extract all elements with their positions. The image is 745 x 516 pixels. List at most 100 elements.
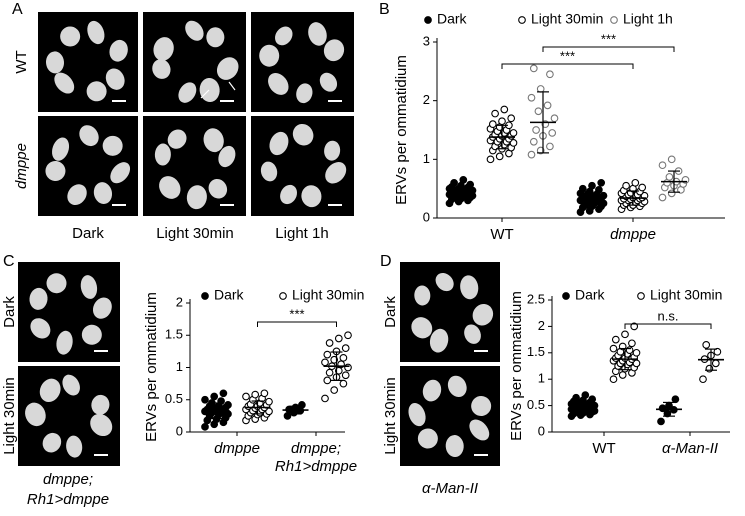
- data-point: [536, 146, 545, 155]
- data-point: [201, 422, 209, 431]
- nucleus: [153, 37, 174, 61]
- nucleus: [52, 137, 70, 161]
- data-point: [491, 109, 499, 118]
- data-point: [339, 353, 348, 362]
- data-point: [339, 379, 348, 388]
- data-point: [699, 375, 707, 384]
- panel-letter: D: [380, 253, 392, 270]
- nucleus: [203, 128, 224, 153]
- data-point: [546, 142, 554, 151]
- arrow: [228, 81, 236, 91]
- data-point: [621, 330, 629, 339]
- y-tick-label: 3: [423, 33, 430, 48]
- data-point: [330, 355, 339, 364]
- legend-marker: [610, 16, 618, 24]
- data-point: [638, 183, 647, 192]
- y-tick-label: 1.5: [527, 344, 545, 359]
- data-point: [705, 364, 714, 373]
- data-point: [588, 395, 597, 404]
- nucleus: [62, 374, 80, 396]
- data-point: [631, 178, 640, 187]
- data-point: [224, 401, 232, 409]
- row-label: dmppe: [13, 143, 30, 189]
- nucleus: [447, 375, 467, 398]
- data-point: [548, 129, 557, 137]
- data-point: [509, 129, 518, 137]
- y-tick-label: 1.5: [165, 327, 183, 342]
- data-point: [595, 185, 603, 194]
- data-point: [543, 101, 552, 110]
- x-tick-label: dmppe;: [291, 440, 341, 457]
- data-point: [578, 184, 587, 193]
- data-point: [658, 161, 667, 170]
- nucleus: [159, 176, 181, 199]
- data-point: [201, 395, 209, 404]
- nucleus: [323, 39, 345, 62]
- significance-label: ***: [560, 48, 575, 63]
- data-point: [325, 368, 334, 377]
- nucleus: [29, 287, 48, 310]
- nucleus: [45, 51, 65, 74]
- legend-marker: [637, 292, 645, 300]
- nucleus: [275, 26, 293, 46]
- legend-marker: [201, 292, 209, 300]
- data-point: [625, 346, 634, 355]
- data-point: [488, 120, 497, 128]
- x-tick-label: WT: [592, 440, 615, 457]
- data-point: [321, 358, 329, 367]
- nucleus: [110, 162, 131, 184]
- data-point: [702, 341, 711, 349]
- legend-label: Dark: [575, 287, 606, 303]
- significance-label: ***: [289, 306, 304, 321]
- nucleus: [216, 57, 239, 80]
- data-point: [529, 137, 538, 146]
- nucleus: [422, 379, 442, 402]
- data-point: [713, 347, 722, 356]
- y-tick-label: 2: [423, 92, 430, 107]
- data-point: [219, 389, 228, 398]
- nucleus: [435, 272, 454, 292]
- nucleus: [30, 318, 51, 339]
- nucleus: [54, 72, 75, 94]
- nucleus: [324, 140, 341, 161]
- data-point: [495, 152, 504, 161]
- nucleus: [186, 185, 207, 210]
- nucleus: [417, 428, 438, 449]
- nucleus: [408, 402, 426, 427]
- nucleus: [109, 39, 128, 62]
- data-point: [588, 181, 596, 190]
- legend-label: Light 1h: [623, 11, 673, 27]
- data-point: [330, 386, 339, 394]
- nucleus: [472, 303, 494, 326]
- data-point: [628, 339, 636, 348]
- nucleus: [308, 22, 327, 46]
- y-axis-label: ERVs per ommatidium: [143, 292, 160, 442]
- y-tick-label: 1: [423, 151, 430, 166]
- nucleus: [25, 402, 46, 427]
- nucleus: [39, 378, 61, 402]
- nucleus: [87, 20, 105, 45]
- data-point: [657, 417, 665, 426]
- data-point: [609, 375, 618, 384]
- data-point: [321, 394, 329, 403]
- data-point: [527, 93, 536, 102]
- nucleus: [199, 78, 220, 102]
- x-tick-label: WT: [490, 226, 513, 243]
- data-point: [665, 173, 674, 181]
- legend-label: Dark: [214, 287, 245, 303]
- nucleus: [102, 135, 123, 156]
- nucleus: [208, 178, 228, 199]
- nucleus: [92, 297, 112, 319]
- data-point: [527, 150, 536, 159]
- data-point: [622, 181, 630, 190]
- nucleus: [167, 129, 187, 149]
- legend-marker: [424, 16, 432, 24]
- nucleus: [42, 432, 62, 453]
- nucleus: [154, 143, 171, 166]
- legend-label: Dark: [437, 11, 468, 27]
- nucleus: [280, 184, 298, 205]
- data-point: [572, 393, 580, 402]
- nucleus: [81, 324, 102, 345]
- data-point: [507, 114, 516, 123]
- nucleus: [91, 394, 110, 415]
